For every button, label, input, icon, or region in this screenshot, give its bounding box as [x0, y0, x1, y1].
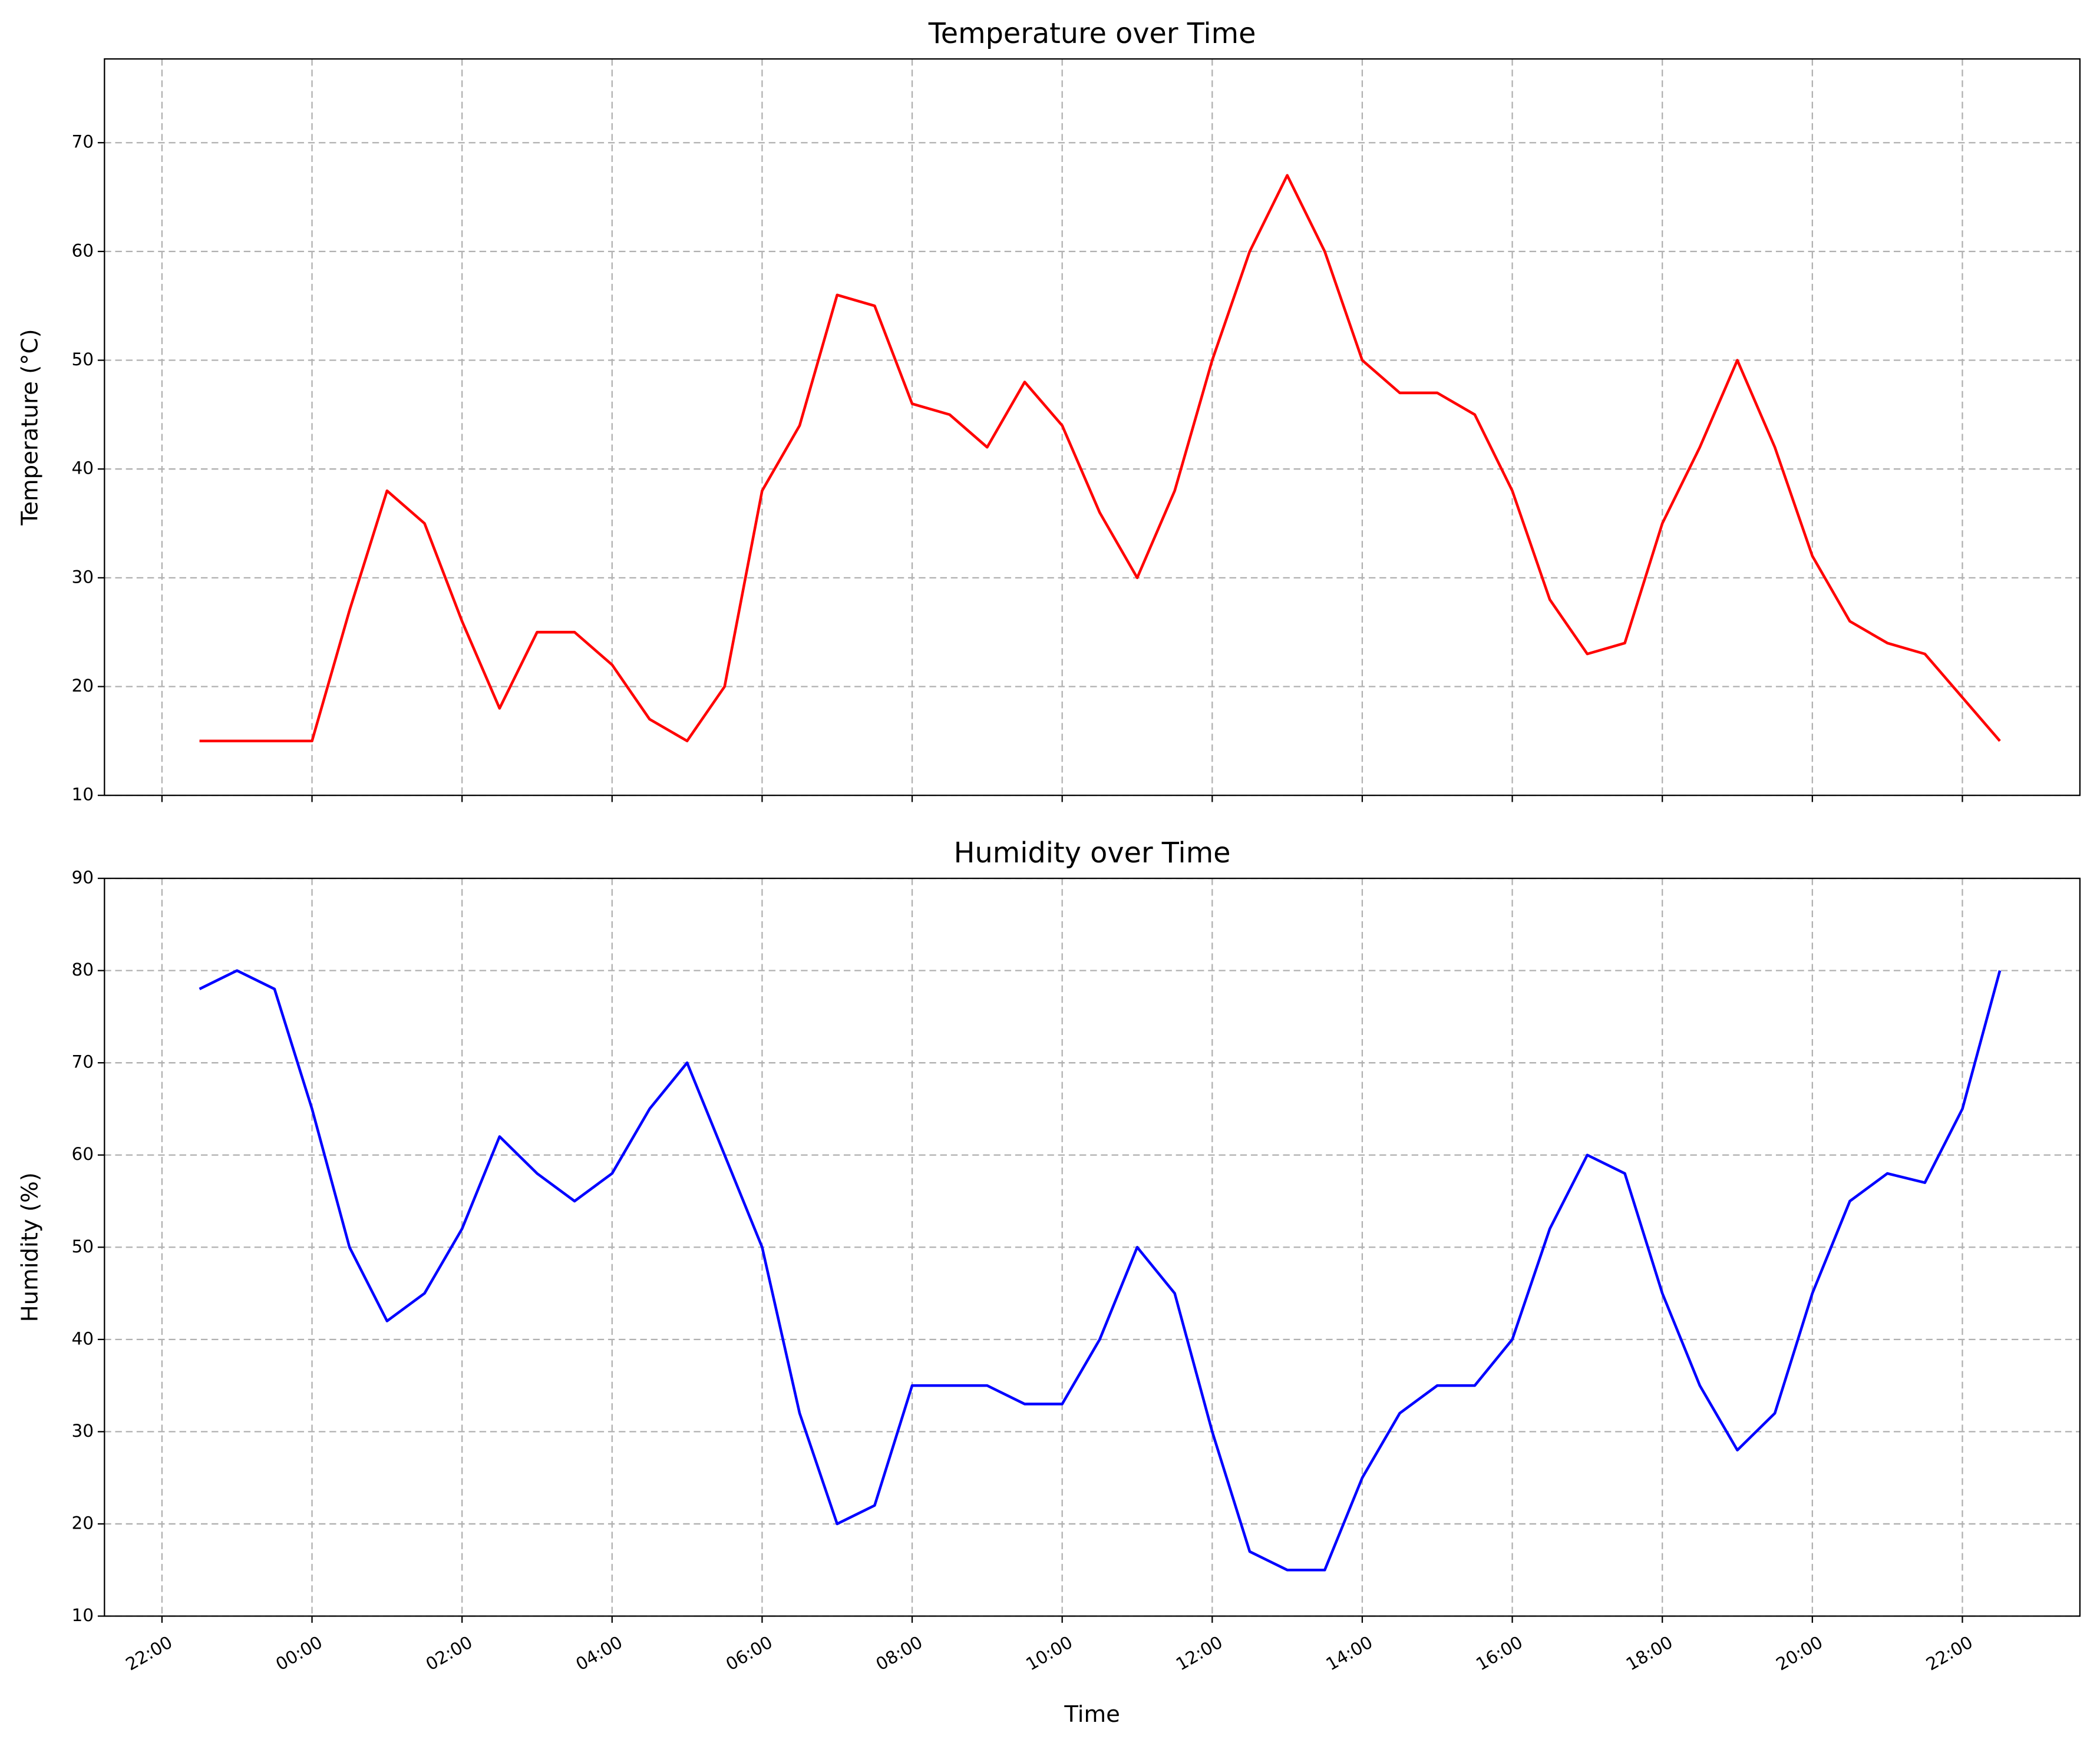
x-tick-label: 06:00 [722, 1632, 776, 1675]
y-tick-label: 40 [72, 458, 94, 478]
y-tick-label: 90 [72, 868, 94, 888]
y-tick-label: 30 [72, 1421, 94, 1441]
chart-title: Temperature over Time [928, 18, 1256, 50]
x-tick-label: 12:00 [1173, 1632, 1226, 1675]
y-axis-label: Temperature (°C) [17, 329, 44, 525]
y-axis-label: Humidity (%) [17, 1172, 44, 1322]
data-line [199, 174, 2001, 743]
x-axis-label: Time [1064, 1701, 1120, 1728]
y-tick-label: 70 [72, 1052, 94, 1072]
x-tick-label: 10:00 [1022, 1632, 1076, 1675]
y-tick-label: 20 [72, 676, 94, 696]
y-tick-label: 50 [72, 1236, 94, 1256]
x-tick-label: 18:00 [1623, 1632, 1676, 1675]
x-tick-label: 22:00 [123, 1632, 176, 1675]
x-tick-label: 14:00 [1323, 1632, 1376, 1675]
x-tick-label: 02:00 [422, 1632, 476, 1675]
y-tick-label: 20 [72, 1513, 94, 1533]
axes-frame [104, 877, 2081, 1617]
y-tick-label: 30 [72, 567, 94, 587]
y-tick-label: 60 [72, 240, 94, 260]
chart-title: Humidity over Time [954, 837, 1231, 869]
y-tick-label: 10 [72, 785, 94, 805]
x-tick-label: 16:00 [1472, 1632, 1526, 1675]
x-tick-label: 08:00 [873, 1632, 926, 1675]
x-tick-label: 22:00 [1923, 1632, 1976, 1675]
y-tick-label: 40 [72, 1328, 94, 1348]
y-tick-label: 80 [72, 960, 94, 980]
y-tick-label: 50 [72, 349, 94, 369]
y-tick-label: 70 [72, 132, 94, 152]
y-tick-label: 60 [72, 1144, 94, 1164]
x-tick-label: 00:00 [272, 1632, 326, 1675]
x-tick-label: 20:00 [1772, 1632, 1826, 1675]
axes-frame [104, 58, 2081, 796]
y-tick-label: 10 [72, 1605, 94, 1625]
x-tick-label: 04:00 [572, 1632, 626, 1675]
data-line [199, 969, 2002, 1572]
